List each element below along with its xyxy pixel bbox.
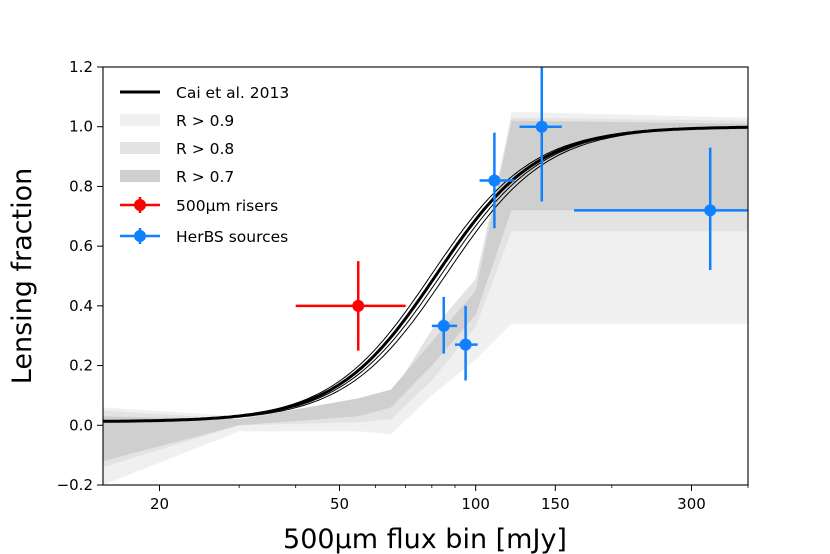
model-curves bbox=[103, 125, 748, 423]
data-point-herbs-sources bbox=[574, 147, 748, 271]
point-marker bbox=[459, 338, 472, 351]
model-curve-main bbox=[103, 125, 748, 423]
data-point-herbs-sources bbox=[431, 296, 458, 354]
x-axis: 20 50 100 150 300 bbox=[150, 485, 749, 513]
legend-swatch-band-r07 bbox=[120, 170, 160, 182]
plot-frame bbox=[102, 66, 749, 486]
legend-label-band-r09: R > 0.9 bbox=[176, 112, 234, 130]
data-point-herbs-sources bbox=[454, 305, 478, 381]
data-point-herbs-sources bbox=[519, 67, 562, 202]
legend-swatch-band-r09 bbox=[120, 114, 160, 126]
y-tick-label: 0.6 bbox=[69, 237, 93, 255]
x-tick-label: 20 bbox=[150, 495, 169, 513]
point-marker bbox=[352, 299, 365, 312]
x-tick-label: 150 bbox=[541, 495, 570, 513]
data-point-herbs-sources bbox=[479, 132, 515, 229]
y-axis: −0.2 0.0 0.2 0.4 0.6 0.8 1.0 1.2 bbox=[57, 58, 103, 494]
x-tick-label: 50 bbox=[330, 495, 349, 513]
legend: Cai et al. 2013 R > 0.9 R > 0.8 R > 0.7 … bbox=[120, 84, 289, 246]
y-tick-label: 1.2 bbox=[69, 58, 93, 76]
y-tick-label: 0.8 bbox=[69, 177, 93, 195]
point-marker bbox=[488, 174, 501, 187]
x-tick-label: 100 bbox=[461, 495, 490, 513]
legend-label-risers: 500μm risers bbox=[176, 197, 278, 215]
y-tick-label: 0.0 bbox=[69, 416, 93, 434]
y-tick-label: 0.4 bbox=[69, 297, 93, 315]
legend-marker-risers bbox=[120, 197, 160, 213]
legend-label-herbs: HerBS sources bbox=[176, 228, 288, 246]
point-marker bbox=[704, 204, 717, 217]
confidence-bands bbox=[103, 111, 748, 485]
legend-marker-herbs bbox=[120, 228, 160, 244]
legend-label-band-r08: R > 0.8 bbox=[176, 140, 234, 158]
y-tick-label: −0.2 bbox=[57, 476, 93, 494]
y-tick-label: 0.2 bbox=[69, 357, 93, 375]
legend-label-band-r07: R > 0.7 bbox=[176, 168, 234, 186]
y-axis-label: Lensing fraction bbox=[7, 168, 38, 384]
legend-label-model: Cai et al. 2013 bbox=[176, 84, 289, 102]
y-tick-label: 1.0 bbox=[69, 118, 93, 136]
band-3 bbox=[103, 120, 748, 462]
x-tick-label: 300 bbox=[677, 495, 706, 513]
data-points bbox=[295, 67, 748, 381]
point-marker bbox=[437, 319, 450, 332]
legend-swatch-band-r08 bbox=[120, 142, 160, 154]
x-axis-label: 500μm flux bin [mJy] bbox=[283, 524, 567, 554]
point-marker bbox=[535, 120, 548, 133]
data-point-500-m-risers bbox=[295, 261, 406, 351]
